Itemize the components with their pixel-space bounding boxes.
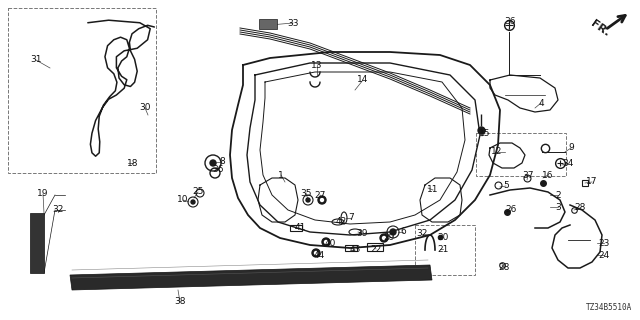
Circle shape (318, 196, 326, 204)
Text: 3: 3 (555, 203, 561, 212)
Text: 20: 20 (437, 233, 449, 242)
Text: 17: 17 (586, 178, 598, 187)
Bar (367, 243, 383, 251)
Text: 44: 44 (314, 252, 324, 260)
Text: 13: 13 (311, 60, 323, 69)
Circle shape (383, 236, 385, 239)
Bar (345, 245, 357, 251)
Circle shape (312, 249, 320, 257)
Circle shape (324, 241, 328, 244)
Text: 2: 2 (555, 190, 561, 199)
Text: 37: 37 (522, 171, 534, 180)
Text: 4: 4 (538, 99, 544, 108)
Text: 16: 16 (542, 171, 554, 180)
Text: 9: 9 (568, 143, 574, 153)
Text: 24: 24 (598, 251, 610, 260)
Text: 40: 40 (324, 238, 336, 247)
Circle shape (380, 234, 388, 242)
Text: 21: 21 (437, 244, 449, 253)
Circle shape (191, 200, 195, 204)
Bar (290, 225, 302, 231)
Text: 41: 41 (294, 223, 306, 233)
Text: 29: 29 (383, 234, 395, 243)
Text: 8: 8 (219, 157, 225, 166)
Text: TZ34B5510A: TZ34B5510A (586, 303, 632, 312)
Text: 32: 32 (416, 229, 428, 238)
Bar (8, 8, 156, 173)
Text: 22: 22 (371, 244, 381, 253)
Text: 33: 33 (287, 19, 299, 28)
Text: 10: 10 (177, 196, 189, 204)
Text: 6: 6 (400, 228, 406, 236)
Text: 1: 1 (278, 171, 284, 180)
Bar (476, 133, 566, 176)
Circle shape (321, 198, 323, 202)
Bar (30, 213, 44, 273)
Text: 36: 36 (504, 18, 516, 27)
Text: FR.: FR. (589, 18, 611, 38)
Text: 34: 34 (563, 158, 573, 167)
Circle shape (306, 198, 310, 202)
Text: 15: 15 (479, 129, 491, 138)
Text: 31: 31 (30, 55, 42, 65)
Text: 36: 36 (212, 165, 224, 174)
Text: 18: 18 (127, 158, 139, 167)
Text: 38: 38 (174, 298, 186, 307)
Text: 7: 7 (348, 213, 354, 222)
Text: 30: 30 (140, 103, 151, 113)
Text: 27: 27 (314, 190, 326, 199)
Text: 42: 42 (335, 218, 347, 227)
Text: 14: 14 (357, 76, 369, 84)
Text: 28: 28 (574, 204, 586, 212)
Text: 39: 39 (356, 228, 368, 237)
Text: 12: 12 (492, 148, 502, 156)
Text: 5: 5 (503, 181, 509, 190)
Circle shape (322, 238, 330, 246)
Circle shape (390, 229, 396, 235)
Text: 23: 23 (598, 238, 610, 247)
Text: 43: 43 (349, 245, 361, 254)
Text: 35: 35 (300, 188, 312, 197)
Text: 11: 11 (428, 186, 439, 195)
Bar (259, 19, 277, 29)
Text: 25: 25 (192, 188, 204, 196)
Text: 32: 32 (52, 205, 64, 214)
Circle shape (314, 252, 317, 254)
Circle shape (210, 160, 216, 166)
Polygon shape (70, 265, 432, 290)
Bar (415, 225, 475, 275)
Text: 19: 19 (37, 189, 49, 198)
Text: 26: 26 (506, 205, 516, 214)
Text: 28: 28 (499, 262, 509, 271)
